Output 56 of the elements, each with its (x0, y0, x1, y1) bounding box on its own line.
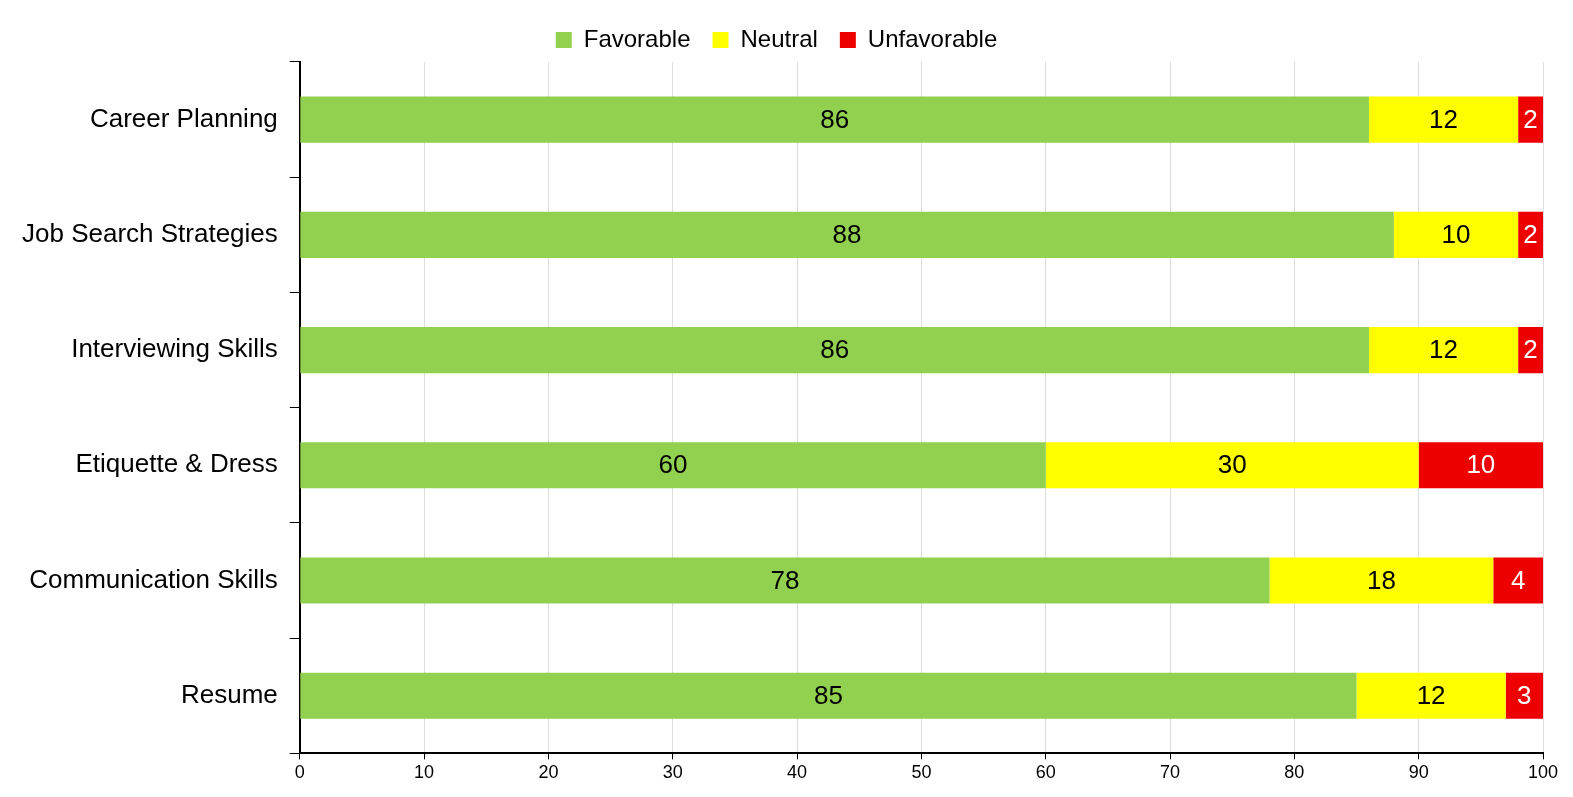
legend-label: Neutral (740, 24, 818, 52)
bar (1518, 327, 1543, 374)
data-label: 12 (1416, 679, 1446, 710)
bar (1368, 327, 1519, 374)
bar (300, 672, 1357, 719)
data-label: 60 (658, 449, 688, 480)
legend-label: Favorable (583, 24, 691, 52)
x-tick-label: 10 (414, 762, 435, 783)
bar (1045, 442, 1419, 489)
x-tick-label: 50 (911, 762, 932, 783)
data-label: 18 (1366, 564, 1396, 595)
data-label: 85 (813, 679, 843, 710)
bar (1493, 557, 1543, 604)
y-tick-label: Career Planning (89, 102, 278, 133)
data-label: 3 (1517, 679, 1532, 710)
x-tick-label: 100 (1527, 762, 1559, 783)
x-tick-label: 90 (1408, 762, 1429, 783)
data-label: 2 (1523, 103, 1538, 134)
y-tick-label: Resume (180, 678, 278, 709)
data-label: 86 (820, 334, 850, 365)
bar (300, 211, 1394, 258)
x-tick-label: 80 (1284, 762, 1305, 783)
legend-label: Unfavorable (867, 24, 998, 52)
data-label: 12 (1429, 103, 1459, 134)
y-tick-label: Communication Skills (29, 563, 278, 594)
bar (300, 442, 1046, 489)
data-label: 86 (820, 103, 850, 134)
bar (300, 96, 1369, 143)
bar (1269, 557, 1494, 604)
bar (1356, 672, 1506, 719)
x-tick-label: 40 (787, 762, 808, 783)
data-label: 88 (832, 219, 862, 250)
bar (1518, 211, 1543, 258)
data-label: 4 (1510, 564, 1526, 595)
data-label: 30 (1217, 449, 1247, 480)
bar (1418, 442, 1543, 489)
data-label: 2 (1523, 334, 1538, 365)
data-label: 12 (1429, 334, 1459, 365)
x-tick-label: 20 (538, 762, 559, 783)
bar (1505, 672, 1543, 719)
bar (1393, 211, 1519, 258)
x-tick-label: 0 (294, 762, 305, 783)
data-label: 2 (1523, 219, 1538, 250)
x-tick-label: 30 (662, 762, 683, 783)
data-label: 10 (1441, 219, 1471, 250)
x-tick-label: 60 (1035, 762, 1056, 783)
y-tick-label: Etiquette & Dress (75, 448, 278, 479)
data-label: 10 (1466, 449, 1496, 480)
bar (300, 557, 1270, 604)
bar (1368, 96, 1519, 143)
y-tick-label: Interviewing Skills (71, 333, 278, 364)
bar (300, 327, 1369, 374)
data-label: 78 (770, 564, 800, 595)
bar (1518, 96, 1543, 143)
y-tick-label: Job Search Strategies (22, 218, 278, 249)
x-tick-label: 70 (1160, 762, 1181, 783)
